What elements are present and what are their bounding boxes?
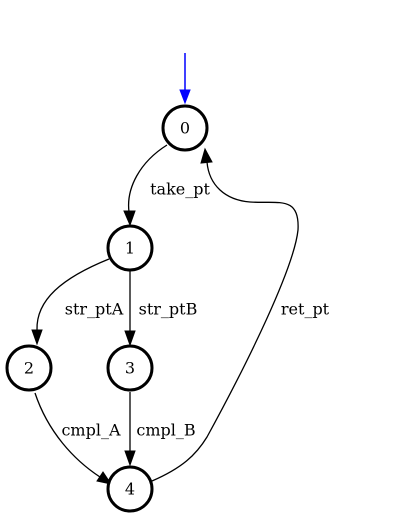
edge-0-to-1 (123, 144, 168, 227)
arrowhead-1-to-2 (31, 329, 43, 346)
edge-label-cmpl-b: cmpl_B (136, 421, 195, 440)
arrowhead-3-to-4 (124, 450, 136, 467)
edge-1-to-3 (124, 270, 136, 347)
edge-label-take-pt: take_pt (150, 180, 210, 199)
arrowhead-4-to-0 (200, 147, 213, 164)
state-label-3: 3 (125, 359, 135, 378)
state-node-0: 0 (161, 104, 209, 152)
edge-label-str-ptb: str_ptB (139, 300, 198, 319)
state-label-1: 1 (125, 239, 135, 258)
arrowhead-1-to-3 (124, 330, 136, 347)
state-node-3: 3 (106, 344, 154, 392)
initial-arrow (179, 53, 191, 105)
state-label-2: 2 (24, 359, 34, 378)
state-node-1: 1 (106, 224, 154, 272)
arrowhead-2-to-4 (96, 471, 113, 485)
state-label-4: 4 (125, 480, 135, 499)
edge-2-to-4 (34, 392, 113, 485)
state-node-2: 2 (5, 344, 53, 392)
edge-label-str-pta: str_ptA (65, 300, 124, 319)
edge-3-to-4 (124, 392, 136, 467)
edge-1-to-2 (31, 258, 110, 346)
arrowhead-0-to-1 (123, 210, 136, 227)
state-node-4: 4 (106, 465, 154, 513)
edge-label-cmpl-a: cmpl_A (61, 421, 120, 440)
edge-4-to-0 (151, 147, 299, 482)
state-label-0: 0 (180, 119, 190, 138)
edge-label-ret-pt: ret_pt (281, 300, 330, 319)
